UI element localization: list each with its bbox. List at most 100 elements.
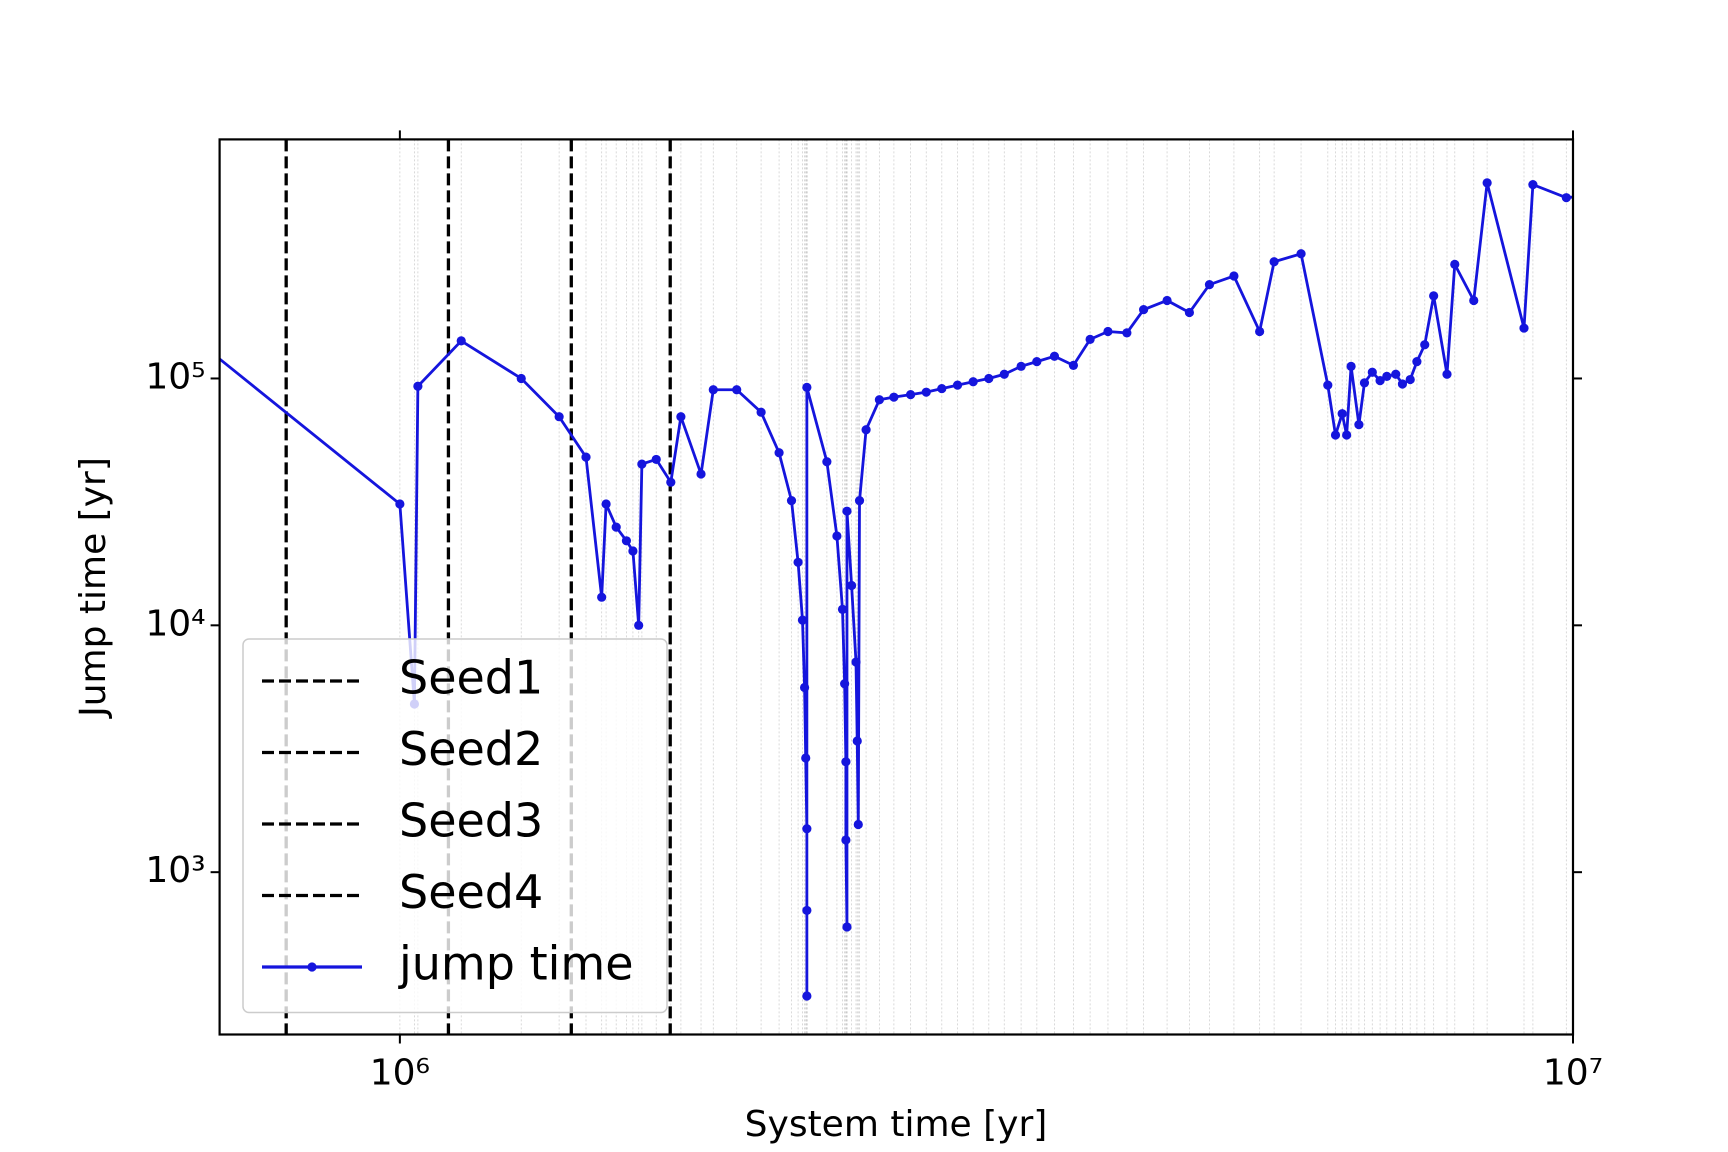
point xyxy=(1323,380,1333,390)
point xyxy=(581,452,591,462)
point xyxy=(840,679,850,689)
point xyxy=(832,531,842,541)
point xyxy=(1162,295,1172,306)
point xyxy=(797,615,808,625)
point xyxy=(1229,271,1239,281)
point xyxy=(1429,291,1439,301)
point xyxy=(1139,305,1149,315)
point xyxy=(1103,326,1113,337)
point xyxy=(456,336,466,346)
point xyxy=(651,454,661,465)
legend-label: Seed4 xyxy=(399,865,543,919)
point xyxy=(1255,326,1265,337)
point xyxy=(1330,430,1341,440)
series-line xyxy=(219,182,1574,997)
legend-label: jump time xyxy=(398,937,634,991)
point xyxy=(1405,374,1415,385)
point xyxy=(1382,371,1392,381)
point xyxy=(554,412,564,422)
x-axis-label: System time [yr] xyxy=(745,1104,1048,1145)
point xyxy=(852,736,862,746)
y-tick-label: 10³ xyxy=(145,850,205,891)
point xyxy=(801,753,811,763)
point xyxy=(802,824,812,834)
point xyxy=(176,323,185,332)
point xyxy=(1482,178,1492,188)
point xyxy=(1519,323,1529,333)
point xyxy=(637,459,647,469)
point xyxy=(841,757,851,767)
point xyxy=(1391,369,1401,379)
point xyxy=(937,383,947,394)
point xyxy=(786,496,797,506)
point xyxy=(676,412,686,422)
point xyxy=(853,819,863,830)
point xyxy=(1412,357,1422,367)
point xyxy=(1375,376,1385,386)
point xyxy=(1354,420,1364,430)
point xyxy=(851,657,861,667)
point xyxy=(906,390,916,400)
point xyxy=(802,382,812,393)
point xyxy=(921,387,931,397)
point xyxy=(395,499,405,509)
point xyxy=(708,385,718,395)
point xyxy=(601,499,611,509)
y-axis-label: Jump time [yr] xyxy=(73,457,114,719)
point xyxy=(802,991,812,1001)
point xyxy=(1397,379,1408,389)
point xyxy=(799,682,810,693)
point xyxy=(1583,191,1592,200)
point xyxy=(837,604,848,615)
point xyxy=(1367,367,1377,377)
point xyxy=(1346,361,1356,371)
point xyxy=(628,546,638,556)
point xyxy=(413,381,423,391)
legend-label: Seed1 xyxy=(399,651,543,705)
point xyxy=(842,506,852,516)
point xyxy=(516,373,526,384)
point xyxy=(1561,193,1571,203)
point xyxy=(802,905,812,916)
point xyxy=(999,369,1009,379)
point xyxy=(634,620,644,630)
y-tick-label: 10⁵ xyxy=(145,356,205,397)
point xyxy=(1122,328,1132,338)
point xyxy=(952,380,963,390)
legend-marker xyxy=(307,962,317,972)
point xyxy=(1342,430,1352,440)
point xyxy=(847,580,857,591)
point xyxy=(1032,357,1042,367)
legend-label: Seed2 xyxy=(399,722,543,776)
point xyxy=(1204,280,1215,290)
point xyxy=(984,373,994,384)
point xyxy=(822,457,832,467)
legend-box xyxy=(242,638,668,1014)
point xyxy=(1296,249,1306,259)
point xyxy=(861,425,871,435)
point xyxy=(756,407,766,417)
point xyxy=(1337,409,1347,419)
point xyxy=(774,448,784,458)
point xyxy=(793,557,803,567)
point xyxy=(666,477,676,487)
point xyxy=(842,922,852,932)
point xyxy=(1528,180,1538,190)
axes-frame xyxy=(218,138,1575,1036)
point xyxy=(841,835,851,845)
point xyxy=(597,592,607,602)
point xyxy=(611,522,621,532)
point xyxy=(968,377,978,387)
point xyxy=(889,392,899,402)
point xyxy=(621,536,632,546)
point xyxy=(1016,361,1026,371)
point xyxy=(1269,257,1279,267)
point xyxy=(732,385,742,395)
point xyxy=(1442,369,1452,379)
x-tick-label: 10⁷ xyxy=(1543,1053,1603,1094)
legend-label: Seed3 xyxy=(399,794,543,848)
point xyxy=(1450,259,1460,269)
point xyxy=(854,496,865,506)
point xyxy=(1068,360,1079,370)
